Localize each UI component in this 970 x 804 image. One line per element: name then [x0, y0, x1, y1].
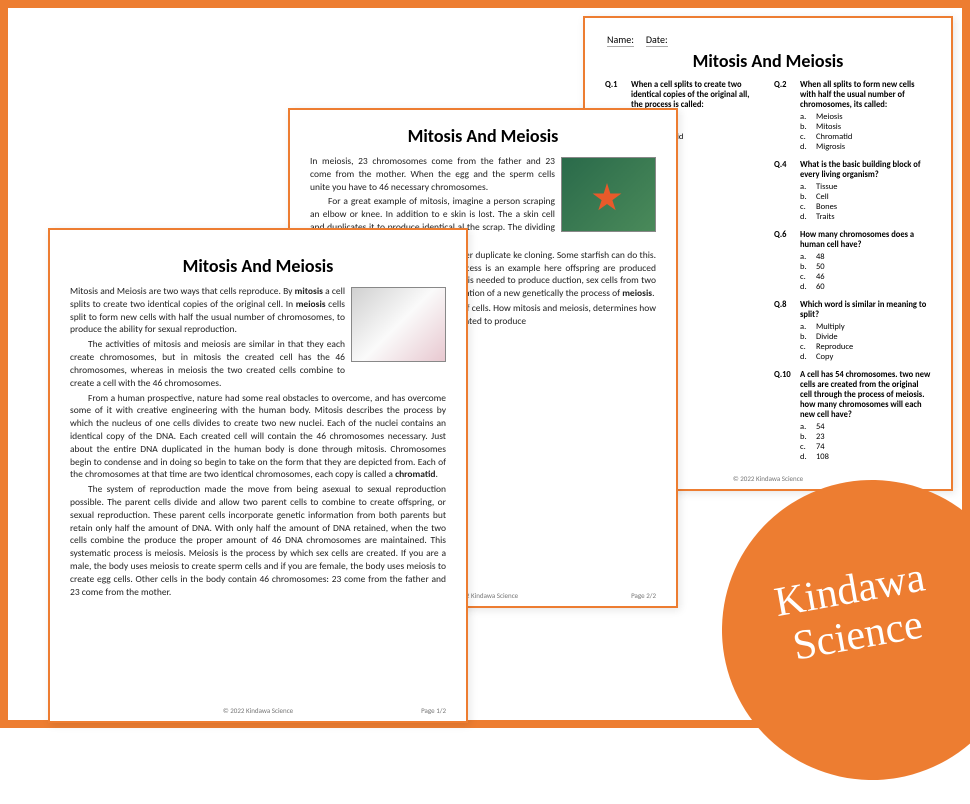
paragraph: From a human prospective, nature had som…	[70, 392, 446, 482]
option: b. Cell	[800, 192, 931, 202]
question-number: Q.6	[774, 230, 796, 292]
option-text: Migrosis	[816, 142, 845, 152]
option: b. Mitosis	[800, 122, 931, 132]
option-letter: d.	[800, 452, 810, 462]
option: a. 48	[800, 252, 931, 262]
option: c. Reproduce	[800, 342, 931, 352]
question: Q.4What is the basic building block of e…	[774, 160, 931, 222]
option: b. Divide	[800, 332, 931, 342]
brand-badge-text: Kindawa Science	[771, 554, 936, 671]
question-content: Which word is similar in meaning to spli…	[800, 300, 931, 362]
question-content: How many chromosomes does a human cell h…	[800, 230, 931, 292]
option-letter: c.	[800, 272, 810, 282]
option-letter: d.	[800, 282, 810, 292]
option: b. 50	[800, 262, 931, 272]
name-label: Name:	[605, 33, 636, 46]
option-text: Bones	[816, 202, 837, 212]
option-letter: d.	[800, 352, 810, 362]
option-text: Chromatid	[816, 132, 852, 142]
option-letter: c.	[800, 132, 810, 142]
option: d. Traits	[800, 212, 931, 222]
option-text: Divide	[816, 332, 838, 342]
question-text: A cell has 54 chromosomes. two new cells…	[800, 370, 931, 420]
option-letter: a.	[800, 252, 810, 262]
question: Q.10A cell has 54 chromosomes. two new c…	[774, 370, 931, 462]
option-text: 60	[816, 282, 825, 292]
option: d. Copy	[800, 352, 931, 362]
option-text: Reproduce	[816, 342, 853, 352]
question-number: Q.8	[774, 300, 796, 362]
question-text: When a cell splits to create two identic…	[631, 80, 762, 110]
option-text: 23	[816, 432, 825, 442]
paragraph: The system of reproduction made the move…	[70, 483, 446, 598]
question-text: When all splits to form new cells with h…	[800, 80, 931, 110]
option-text: Cell	[816, 192, 829, 202]
option-letter: a.	[800, 112, 810, 122]
option-letter: c.	[800, 442, 810, 452]
option: d. 108	[800, 452, 931, 462]
option-letter: b.	[800, 332, 810, 342]
option: a. Multiply	[800, 322, 931, 332]
option-letter: c.	[800, 342, 810, 352]
option-letter: b.	[800, 432, 810, 442]
option: a. Meiosis	[800, 112, 931, 122]
option: c. 46	[800, 272, 931, 282]
question: Q.8Which word is similar in meaning to s…	[774, 300, 931, 362]
option-text: Traits	[816, 212, 835, 222]
option-text: 46	[816, 272, 825, 282]
option: d. Migrosis	[800, 142, 931, 152]
option-text: 50	[816, 262, 825, 272]
option-letter: d.	[800, 212, 810, 222]
worksheet-page-1: Mitosis And Meiosis Mitosis and Meiosis …	[48, 228, 468, 723]
option-letter: b.	[800, 122, 810, 132]
option-letter: b.	[800, 262, 810, 272]
question-text: What is the basic building block of ever…	[800, 160, 931, 180]
option: b. 23	[800, 432, 931, 442]
question-text: How many chromosomes does a human cell h…	[800, 230, 931, 250]
question: Q.6How many chromosomes does a human cel…	[774, 230, 931, 292]
page-footer: © 2022 Kindawa Science Page 1/2	[50, 706, 466, 715]
option-letter: c.	[800, 202, 810, 212]
option-text: Tissue	[816, 182, 837, 192]
name-date-line: Name: Date:	[605, 33, 931, 46]
option: a. 54	[800, 422, 931, 432]
option-text: 74	[816, 442, 825, 452]
date-label: Date:	[644, 33, 670, 46]
question-content: What is the basic building block of ever…	[800, 160, 931, 222]
question-number: Q.2	[774, 80, 796, 152]
question-content: When all splits to form new cells with h…	[800, 80, 931, 152]
option-letter: b.	[800, 192, 810, 202]
question-number: Q.4	[774, 160, 796, 222]
body-text: Mitosis and Meiosis are two ways that ce…	[70, 285, 446, 599]
wedding-image	[351, 287, 446, 362]
starfish-image	[561, 157, 656, 232]
option-text: 108	[816, 452, 829, 462]
option-letter: a.	[800, 182, 810, 192]
option-text: Copy	[816, 352, 833, 362]
question-text: Which word is similar in meaning to spli…	[800, 300, 931, 320]
brand-badge: Kindawa Science	[698, 456, 970, 804]
option-text: 48	[816, 252, 825, 262]
option-letter: a.	[800, 322, 810, 332]
question: Q.2When all splits to form new cells wit…	[774, 80, 931, 152]
option-text: 54	[816, 422, 825, 432]
option-text: Mitosis	[816, 122, 841, 132]
question-content: A cell has 54 chromosomes. two new cells…	[800, 370, 931, 462]
option-letter: d.	[800, 142, 810, 152]
option-letter: a.	[800, 422, 810, 432]
page-title: Mitosis And Meiosis	[605, 50, 931, 72]
option: d. 60	[800, 282, 931, 292]
option: a. Tissue	[800, 182, 931, 192]
page-title: Mitosis And Meiosis	[310, 125, 656, 147]
option-text: Multiply	[816, 322, 845, 332]
option-text: Meiosis	[816, 112, 843, 122]
option: c. 74	[800, 442, 931, 452]
question-number: Q.10	[774, 370, 796, 462]
option: c. Chromatid	[800, 132, 931, 142]
page-title: Mitosis And Meiosis	[70, 255, 446, 277]
option: c. Bones	[800, 202, 931, 212]
